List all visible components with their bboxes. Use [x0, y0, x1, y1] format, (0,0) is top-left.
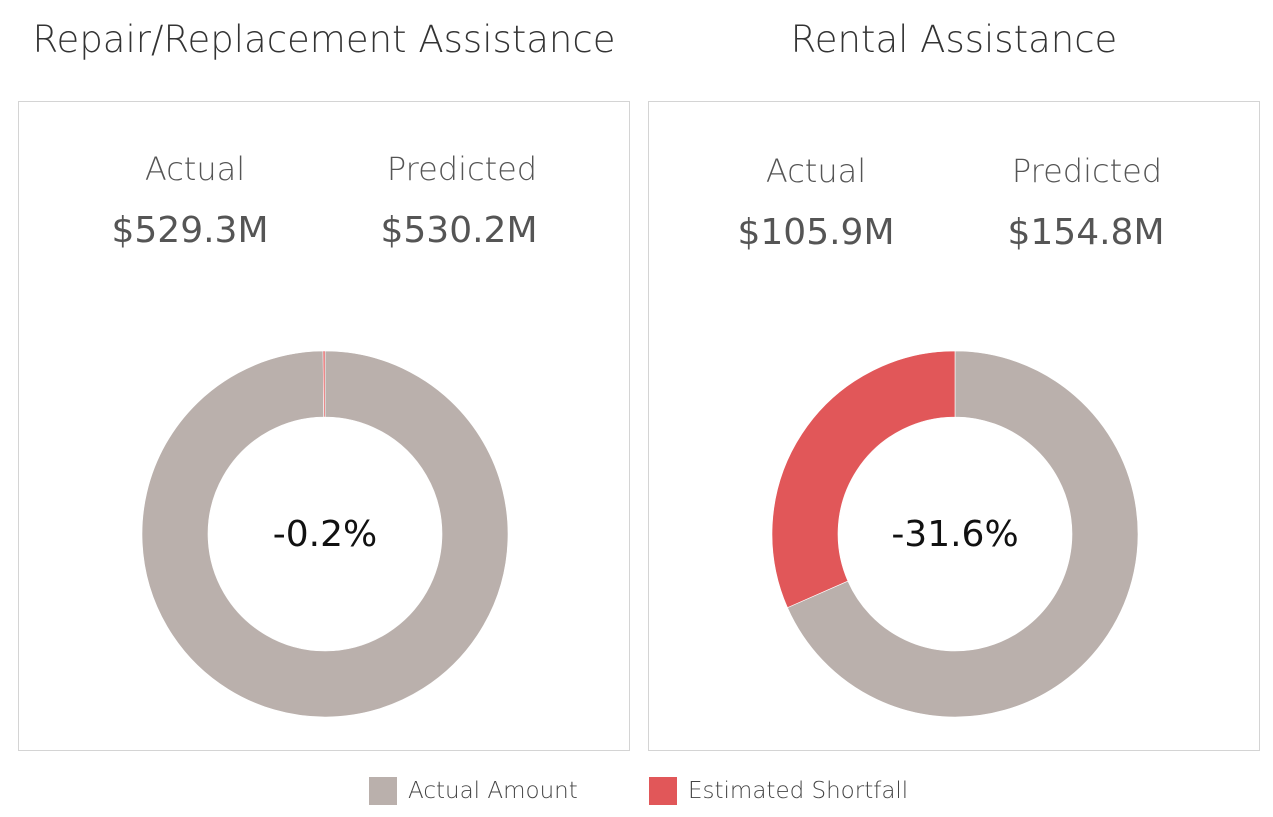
shortfall-percent-label: -0.2% [272, 514, 378, 555]
legend-swatch-actual [369, 777, 397, 805]
shortfall-percent-label: -31.6% [891, 514, 1019, 555]
predicted-label: Predicted [386, 150, 538, 188]
legend: Actual Amount Estimated Shortfall [0, 775, 1273, 807]
repair-card: Actual Predicted $529.3M $530.2M -0.2% [18, 101, 630, 751]
rental-card: Actual Predicted $105.9M $154.8M -31.6% [648, 101, 1260, 751]
donut-chart-rental [771, 350, 1139, 718]
panel-title-rental: Rental Assistance [790, 18, 1118, 61]
predicted-label: Predicted [1011, 152, 1163, 190]
donut-chart-repair [141, 350, 509, 718]
predicted-value: $154.8M [1007, 212, 1165, 253]
donut-slice-shortfall[interactable] [771, 350, 956, 609]
actual-label: Actual [144, 150, 246, 188]
legend-item-shortfall[interactable]: Estimated Shortfall [649, 775, 929, 807]
legend-label-actual: Actual Amount [408, 778, 578, 804]
actual-label: Actual [765, 152, 867, 190]
legend-item-actual[interactable]: Actual Amount [369, 775, 599, 807]
legend-swatch-shortfall [649, 777, 677, 805]
legend-label-shortfall: Estimated Shortfall [688, 778, 909, 804]
donut-slice-actual[interactable] [787, 350, 1139, 718]
panel-title-repair: Repair/Replacement Assistance [32, 18, 616, 61]
actual-value: $105.9M [737, 212, 895, 253]
donut-slice-shortfall[interactable] [322, 350, 326, 418]
actual-value: $529.3M [111, 210, 269, 251]
predicted-value: $530.2M [380, 210, 538, 251]
donut-slice-actual[interactable] [141, 350, 509, 718]
